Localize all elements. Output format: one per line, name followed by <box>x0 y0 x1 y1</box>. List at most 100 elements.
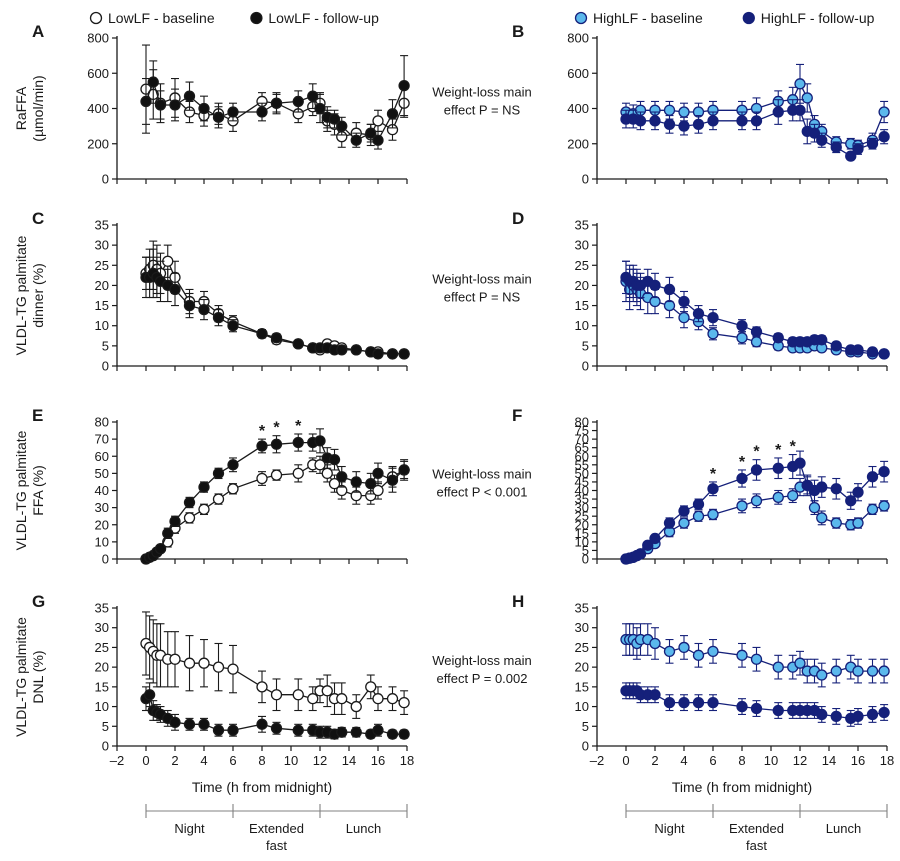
data-point <box>386 108 399 120</box>
data-point <box>845 495 857 507</box>
y-tick-label: 50 <box>95 466 109 481</box>
x-tick-label: 12 <box>793 753 807 768</box>
data-point <box>270 438 283 450</box>
phase-label-0-1: Extended <box>249 821 304 836</box>
data-point <box>772 491 784 504</box>
y-tick-label: 600 <box>567 66 589 81</box>
effect-annotation: Weight-loss main <box>432 653 531 668</box>
data-point <box>314 459 326 471</box>
data-point <box>227 483 239 495</box>
series-F-1 <box>620 450 890 565</box>
y-axis-label-line: RaFFA <box>13 86 29 130</box>
data-point <box>794 657 806 669</box>
data-point <box>816 669 828 681</box>
y-tick-label: 40 <box>575 483 589 498</box>
data-point <box>649 532 661 545</box>
data-point <box>707 115 719 127</box>
data-point <box>212 493 225 505</box>
data-point <box>663 104 676 116</box>
data-point <box>750 464 763 476</box>
data-point <box>878 665 890 677</box>
data-point <box>212 111 225 123</box>
data-point <box>336 120 348 132</box>
legend-marker-left-1 <box>250 11 263 25</box>
series-E-0 <box>140 455 410 565</box>
data-point <box>336 693 348 705</box>
x-tick-label: 16 <box>851 753 865 768</box>
y-axis-label-line: DNL (%) <box>30 650 46 703</box>
data-point <box>830 483 842 495</box>
data-point <box>169 515 181 527</box>
data-point <box>227 663 239 675</box>
series-G-1 <box>140 682 410 740</box>
y-tick-label: 20 <box>95 660 109 675</box>
phase-label-1-1: Extended <box>729 821 784 836</box>
data-point <box>772 661 784 673</box>
data-point <box>183 299 196 312</box>
y-tick-label: 70 <box>575 432 589 447</box>
data-point <box>372 467 384 480</box>
data-point <box>678 641 690 654</box>
y-tick-label: 25 <box>575 640 589 655</box>
y-tick-label: 0 <box>582 172 589 187</box>
data-point <box>198 657 210 669</box>
series-H-1 <box>620 682 890 727</box>
y-axis-label-line: VLDL-TG palmitate <box>13 617 29 737</box>
x-tick-label: –2 <box>590 753 604 768</box>
data-point <box>852 344 864 356</box>
y-tick-label: 15 <box>575 526 589 541</box>
data-point <box>212 724 225 736</box>
effect-annotation: effect P < 0.001 <box>437 485 528 500</box>
y-tick-label: 80 <box>95 415 109 430</box>
x-tick-label: 0 <box>142 753 149 768</box>
data-point <box>270 332 283 344</box>
data-point <box>314 435 326 447</box>
legend-label-left-1: LowLF - follow-up <box>268 10 379 26</box>
data-point <box>140 95 152 108</box>
data-point <box>678 517 690 529</box>
data-point <box>678 106 690 118</box>
effect-annotation: effect P = 0.002 <box>437 671 528 686</box>
data-point <box>692 118 705 131</box>
panel-letter-B: B <box>512 22 524 41</box>
y-tick-label: 75 <box>575 423 589 438</box>
y-tick-label: 10 <box>95 534 109 549</box>
data-point <box>750 653 763 665</box>
series-G-0 <box>140 611 410 719</box>
data-point <box>321 685 333 697</box>
panel-C: C 0 5 10 15 20 25 30 35 <box>32 209 410 374</box>
data-point <box>678 120 690 132</box>
data-point <box>328 454 341 466</box>
data-point <box>270 689 283 701</box>
series-H-0 <box>620 623 890 688</box>
data-point <box>350 344 362 356</box>
data-point <box>794 104 806 116</box>
y-tick-label: 30 <box>575 500 589 515</box>
data-point <box>750 495 763 507</box>
effect-annotation: effect P = NS <box>444 103 521 118</box>
significance-star: * <box>775 442 782 459</box>
y-tick-label: 25 <box>95 640 109 655</box>
y-tick-label: 35 <box>575 492 589 507</box>
panel-letter-A: A <box>32 22 44 41</box>
data-point <box>386 474 399 486</box>
data-point <box>663 118 676 131</box>
phase-label-1-1-cont: fast <box>746 838 767 853</box>
data-point <box>372 693 384 705</box>
x-tick-label: 2 <box>651 753 658 768</box>
data-point <box>227 320 239 332</box>
y-tick-label: 30 <box>95 238 109 253</box>
data-point <box>372 484 384 497</box>
y-axis-label: VLDL-TG palmitateDNL (%) <box>13 617 46 737</box>
data-point <box>183 90 196 102</box>
data-point <box>634 548 647 560</box>
data-point <box>336 726 348 738</box>
y-tick-label: 10 <box>575 699 589 714</box>
data-point <box>852 143 864 155</box>
data-point <box>328 477 341 490</box>
data-point <box>816 134 828 146</box>
series-line <box>625 462 885 560</box>
legend-marker-right-0 <box>574 11 588 25</box>
data-point <box>642 539 654 551</box>
data-point <box>678 312 690 324</box>
